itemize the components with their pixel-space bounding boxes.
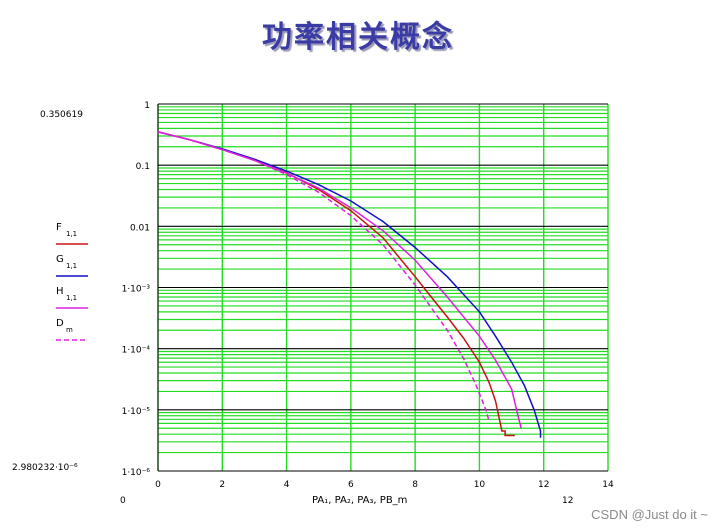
legend-label-sub: 1,1 [66, 294, 77, 302]
y-min-readout: 2.980232·10⁻⁶ [12, 463, 78, 473]
x-tick-label: 14 [602, 480, 614, 490]
x-tick-labels: 0 2 4 6 8 10 12 14 [155, 480, 614, 490]
y-max-readout: 0.350619 [40, 110, 83, 120]
y-tick-label: 1·10⁻³ [122, 285, 151, 295]
watermark: CSDN @Just do it ~ [591, 507, 708, 522]
y-tick-label: 1 [144, 101, 150, 111]
y-tick-labels: 1 0.1 0.01 1·10⁻³ 1·10⁻⁴ 1·10⁻⁵ 1·10⁻⁶ [122, 101, 151, 478]
series-h-line [157, 131, 522, 429]
legend-label-sub: m [66, 326, 73, 334]
y-tick-label: 0.1 [136, 162, 150, 172]
grid [157, 103, 609, 472]
x-tick-label: 4 [284, 480, 290, 490]
x-tick-label: 0 [155, 480, 161, 490]
legend: F1,1G1,1H1,1Dm [56, 222, 88, 341]
y-tick-label: 0.01 [130, 223, 150, 233]
y-tick-label: 1·10⁻⁶ [122, 468, 151, 478]
x-tick-label: 2 [219, 480, 225, 490]
curves [157, 131, 542, 438]
x-min-readout: 0 [120, 496, 126, 506]
legend-label: H [56, 286, 64, 297]
legend-label: F [56, 222, 62, 233]
series-g-line [157, 131, 542, 438]
legend-label: D [56, 318, 64, 329]
x-tick-label: 12 [538, 480, 549, 490]
x-tick-label: 10 [474, 480, 486, 490]
slide-title: 功率相关概念 [262, 20, 454, 55]
y-tick-label: 1·10⁻⁵ [122, 407, 151, 417]
legend-label: G [56, 254, 64, 265]
x-tick-label: 8 [412, 480, 418, 490]
series-d-line [157, 131, 490, 422]
y-tick-label: 1·10⁻⁴ [122, 346, 151, 356]
x-axis-label: PA₁, PA₂, PA₃, PB_m [312, 495, 407, 506]
legend-label-sub: 1,1 [66, 262, 77, 270]
x-tick-label: 6 [348, 480, 354, 490]
legend-label-sub: 1,1 [66, 230, 77, 238]
x-max-readout: 12 [562, 496, 573, 506]
